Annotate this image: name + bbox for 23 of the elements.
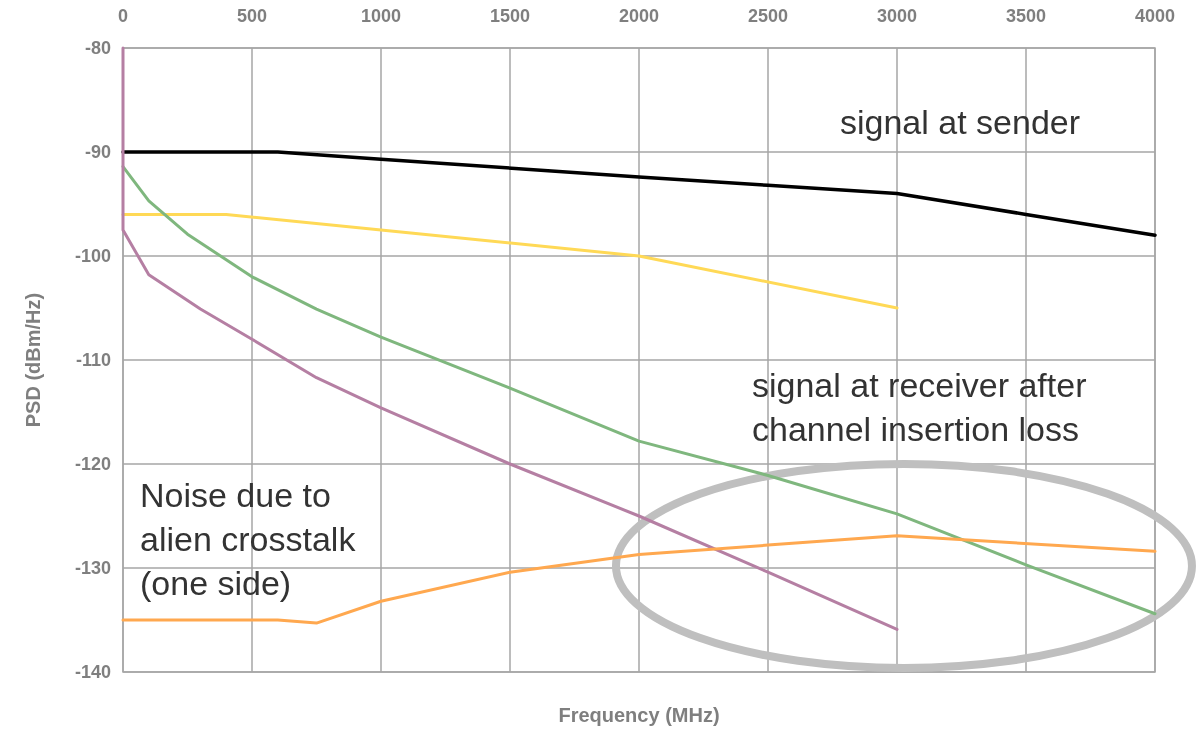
y-tick-label: -130 xyxy=(74,558,111,578)
x-tick-label: 0 xyxy=(117,6,129,26)
y-tick-label: -110 xyxy=(75,350,111,370)
y-tick-label: -140 xyxy=(74,662,111,682)
line-series xyxy=(121,150,1157,237)
x-tick-label: 4000 xyxy=(1134,6,1176,26)
y-tick-label: -120 xyxy=(74,454,111,474)
annotation: signal at sender xyxy=(840,103,1081,141)
x-tick-label: 2500 xyxy=(747,6,789,26)
y-tick-label: -90 xyxy=(84,142,111,162)
x-tick-label: 500 xyxy=(236,6,268,26)
x-axis-title: Frequency (MHz) xyxy=(558,704,720,726)
x-tick-label: 1000 xyxy=(360,6,402,26)
y-axis-title: PSD (dBm/Hz) xyxy=(22,292,44,428)
x-tick-label: 3000 xyxy=(876,6,918,26)
x-tick-label: 2000 xyxy=(618,6,660,26)
y-tick-label: -80 xyxy=(84,38,111,58)
x-tick-label: 3500 xyxy=(1005,6,1047,26)
line-series xyxy=(121,165,1157,616)
y-tick-label: -100 xyxy=(74,246,111,266)
annotation: signal at receiver after channel insertion loss xyxy=(752,366,1087,448)
x-tick-label: 1500 xyxy=(489,6,531,26)
annotation: Noise due to alien crosstalk (one side) xyxy=(140,476,357,602)
